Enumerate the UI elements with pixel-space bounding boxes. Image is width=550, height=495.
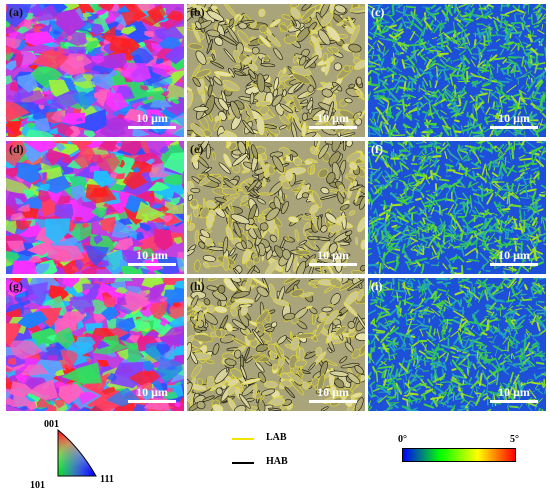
colorbar-max-label: 5°	[510, 434, 519, 445]
panel-label: (f)	[371, 142, 383, 156]
panel-a-ipf-map: (a) 10 μm	[6, 4, 184, 137]
kam-colorbar	[402, 448, 516, 462]
panel-b-grain-boundary-map: (b) 10 μm	[187, 4, 365, 137]
panel-f-kam-map: (f) 10 μm	[368, 141, 546, 274]
scale-bar: 10 μm	[490, 249, 538, 266]
kam-map-graphic	[368, 278, 546, 411]
grain-boundary-map-graphic	[187, 278, 365, 411]
lab-legend-label: LAB	[266, 432, 287, 443]
scale-bar-label: 10 μm	[136, 111, 168, 125]
scale-bar-line	[490, 263, 538, 266]
panel-h-grain-boundary-map: (h) 10 μm	[187, 278, 365, 411]
panel-label: (c)	[371, 5, 385, 19]
hab-legend-label: HAB	[266, 456, 288, 467]
scale-bar: 10 μm	[309, 112, 357, 129]
grain-boundary-map-graphic	[187, 4, 365, 137]
scale-bar: 10 μm	[128, 249, 176, 266]
scale-bar-line	[309, 126, 357, 129]
scale-bar: 10 μm	[309, 386, 357, 403]
panel-g-ipf-map: (g) 10 μm	[6, 278, 184, 411]
hab-legend-line	[232, 462, 254, 464]
lab-legend-line	[232, 438, 254, 440]
scale-bar-label: 10 μm	[498, 248, 530, 262]
scale-bar-label: 10 μm	[498, 111, 530, 125]
scale-bar-label: 10 μm	[136, 385, 168, 399]
ipf-map-graphic	[6, 4, 184, 137]
panel-c-kam-map: (c) 10 μm	[368, 4, 546, 137]
scale-bar-label: 10 μm	[136, 248, 168, 262]
panel-label: (g)	[9, 279, 23, 293]
panel-d-ipf-map: (d) 10 μm	[6, 141, 184, 274]
scale-bar-line	[128, 126, 176, 129]
scale-bar: 10 μm	[490, 386, 538, 403]
scale-bar-label: 10 μm	[317, 248, 349, 262]
scale-bar: 10 μm	[309, 249, 357, 266]
panel-e-grain-boundary-map: (e) 10 μm	[187, 141, 365, 274]
panel-label: (e)	[190, 142, 204, 156]
scale-bar: 10 μm	[128, 112, 176, 129]
scale-bar-label: 10 μm	[317, 111, 349, 125]
scale-bar: 10 μm	[490, 112, 538, 129]
scale-bar-line	[309, 400, 357, 403]
scale-bar-line	[128, 400, 176, 403]
scale-bar-label: 10 μm	[317, 385, 349, 399]
scale-bar-line	[490, 126, 538, 129]
grain-boundary-map-graphic	[187, 141, 365, 274]
scale-bar-line	[128, 263, 176, 266]
kam-map-graphic	[368, 141, 546, 274]
panel-label: (b)	[190, 5, 205, 19]
panel-label: (i)	[371, 279, 383, 293]
colorbar-min-label: 0°	[398, 434, 407, 445]
kam-map-graphic	[368, 4, 546, 137]
scale-bar-line	[309, 263, 357, 266]
ipf-key-label-101: 101	[30, 480, 45, 488]
scale-bar: 10 μm	[128, 386, 176, 403]
ipf-color-key: 001 101 111	[30, 419, 114, 488]
panel-i-kam-map: (i) 10 μm	[368, 278, 546, 411]
scale-bar-label: 10 μm	[498, 385, 530, 399]
panel-label: (h)	[190, 279, 205, 293]
scale-bar-line	[490, 400, 538, 403]
ipf-map-graphic	[6, 278, 184, 411]
panel-label: (a)	[9, 5, 23, 19]
ipf-key-label-001: 001	[44, 419, 59, 430]
ipf-map-graphic	[6, 141, 184, 274]
panel-label: (d)	[9, 142, 24, 156]
ipf-key-label-111: 111	[100, 474, 114, 485]
